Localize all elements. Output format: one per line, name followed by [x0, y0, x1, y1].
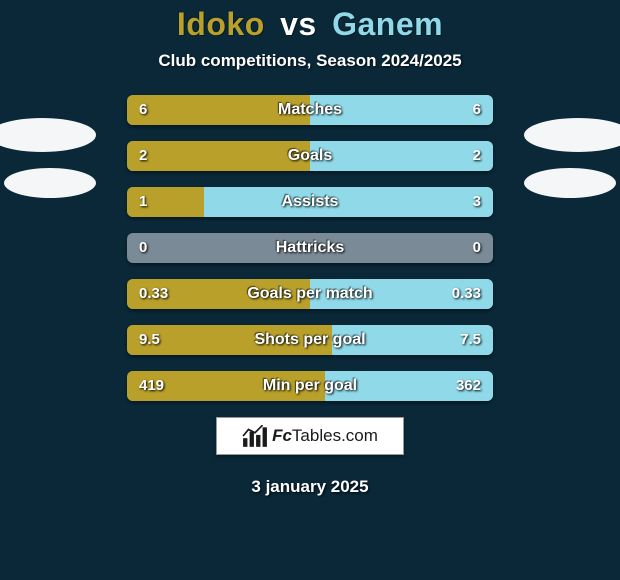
player1-oval-top — [0, 118, 96, 152]
stat-row: 0 0Hattricks — [127, 233, 493, 263]
player2-oval-bottom — [524, 168, 616, 198]
stat-fill-left — [127, 187, 204, 217]
title-player2: Ganem — [332, 6, 443, 42]
stat-label: Hattricks — [127, 233, 493, 263]
stat-value-right: 0 — [461, 233, 493, 263]
stat-row: 22Goals — [127, 141, 493, 171]
brand-suffix: Tables.com — [292, 426, 378, 445]
title-player1: Idoko — [177, 6, 265, 42]
stat-fill-right — [310, 141, 493, 171]
stat-fill-left — [127, 95, 310, 125]
brand-text: FcTables.com — [272, 426, 378, 446]
stat-value-left: 0 — [127, 233, 159, 263]
stat-row: 13Assists — [127, 187, 493, 217]
stat-fill-right — [310, 95, 493, 125]
date-label: 3 january 2025 — [0, 477, 620, 497]
stat-row: 66Matches — [127, 95, 493, 125]
stat-bars-container: 66Matches 22Goals 13Assists 0 0Hattricks 0.33… — [127, 95, 493, 401]
subtitle: Club competitions, Season 2024/2025 — [0, 51, 620, 71]
stat-fill-left — [127, 371, 325, 401]
comparison-page: Idoko vs Ganem Club competitions, Season… — [0, 0, 620, 580]
stat-fill-left — [127, 279, 310, 309]
brand-box[interactable]: FcTables.com — [216, 417, 404, 455]
title-vs: vs — [274, 6, 323, 42]
stat-fill-left — [127, 325, 332, 355]
stat-fill-right — [332, 325, 493, 355]
page-title: Idoko vs Ganem — [0, 6, 620, 43]
stat-fill-right — [310, 279, 493, 309]
player1-oval-bottom — [4, 168, 96, 198]
stat-fill-right — [325, 371, 493, 401]
brand-prefix: Fc — [272, 426, 292, 445]
stat-fill-right — [204, 187, 493, 217]
stat-fill-left — [127, 141, 310, 171]
stat-row: 9.57.5Shots per goal — [127, 325, 493, 355]
brand-bars-icon — [242, 425, 268, 447]
stat-row: 0.330.33Goals per match — [127, 279, 493, 309]
player2-oval-top — [524, 118, 620, 152]
stat-row: 419362Min per goal — [127, 371, 493, 401]
